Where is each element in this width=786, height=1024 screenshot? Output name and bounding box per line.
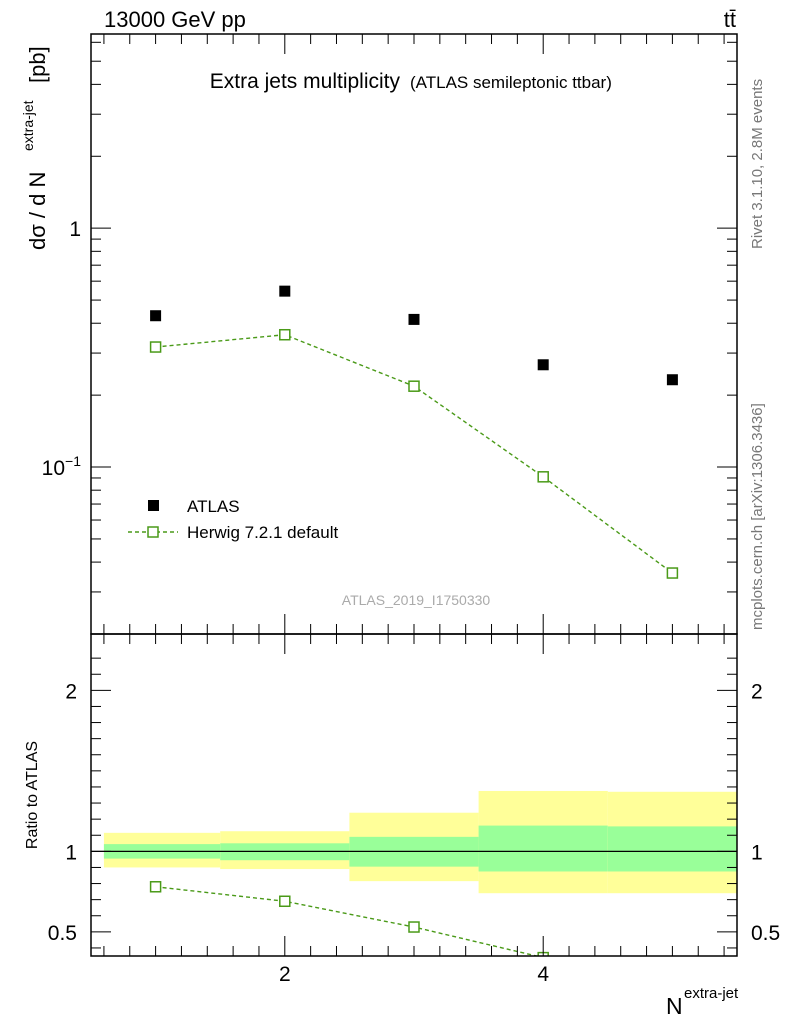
ratio-y-tick-label-right: 0.5 [751,922,780,945]
ratio-y-axis-label: Ratio to ATLAS [24,741,41,849]
tick-exponent: −1 [65,453,81,469]
chart-title: Extra jets multiplicity [210,70,401,93]
main-marks [149,285,679,579]
main-y-tick-label: 10−1 [42,453,82,480]
ratio-inner-band [607,826,737,872]
ratio-herwig-point [667,982,677,992]
rivet-version-label: Rivet 3.1.10, 2.8M events [749,79,766,249]
ratio-y-tick-label-right: 2 [751,680,763,703]
legend-marker-atlas [148,500,159,511]
herwig-point [537,471,549,483]
ratio-y-tick-label: 2 [65,680,77,703]
atlas-point [666,374,678,386]
legend-label-herwig: Herwig 7.2.1 default [187,523,338,542]
ratio-inner-band [478,825,608,872]
ratio-marks [149,881,677,992]
x-axis-label-main: N [666,993,683,1019]
ratio-herwig-point [279,895,291,908]
x-axis-label-superscript: extra-jet [684,985,739,1002]
main-ticks [91,34,737,635]
tick-base: 10 [42,457,65,480]
analysis-watermark: ATLAS_2019_I1750330 [342,592,491,608]
y-axis-label-unit: [pb] [25,46,50,83]
ratio-uncertainty-bands [103,790,737,894]
main-y-tick-label: 1 [69,218,81,241]
legend-label-atlas: ATLAS [187,497,240,516]
y-axis-label-main: dσ / d N [25,172,50,250]
atlas-point [408,313,420,325]
legend-marker-herwig [147,526,159,538]
x-tick-label: 2 [279,963,291,986]
main-panel: 1 10−1 Extra jets multiplicity (ATLAS sem… [20,33,738,635]
ratio-y-tick-label: 1 [65,841,77,864]
herwig-point [279,328,291,341]
ratio-y-tick-labels: 0.5 0.5 1 1 2 2 [48,680,780,945]
main-y-axis-label: dσ / d N extra-jet [pb] [20,46,50,250]
ratio-herwig-point [408,921,420,933]
x-tick-label: 4 [537,963,549,986]
legend: ATLAS Herwig 7.2.1 default [128,497,338,542]
mcplots-reference-label: mcplots.cern.ch [arXiv:1306.3436] [749,403,766,630]
main-y-tick-labels: 1 10−1 [42,218,82,480]
ratio-herwig-point [149,881,162,893]
chart-subtitle: (ATLAS semileptonic ttbar) [410,73,612,92]
process-label: tt̄ [724,7,736,32]
x-axis-label: N extra-jet [666,985,739,1019]
herwig-point [666,567,679,579]
herwig-point [149,341,162,353]
herwig-point [408,380,420,392]
ratio-y-tick-label: 0.5 [48,922,77,945]
atlas-point [537,359,549,371]
energy-label: 13000 GeV pp [104,7,246,32]
ratio-y-tick-label-right: 1 [751,841,763,864]
y-axis-label-superscript: extra-jet [20,100,36,151]
main-panel-frame [90,33,738,635]
atlas-point [150,310,162,322]
atlas-point [279,285,291,297]
ratio-ticks [91,634,737,956]
ratio-herwig-line [155,886,540,956]
